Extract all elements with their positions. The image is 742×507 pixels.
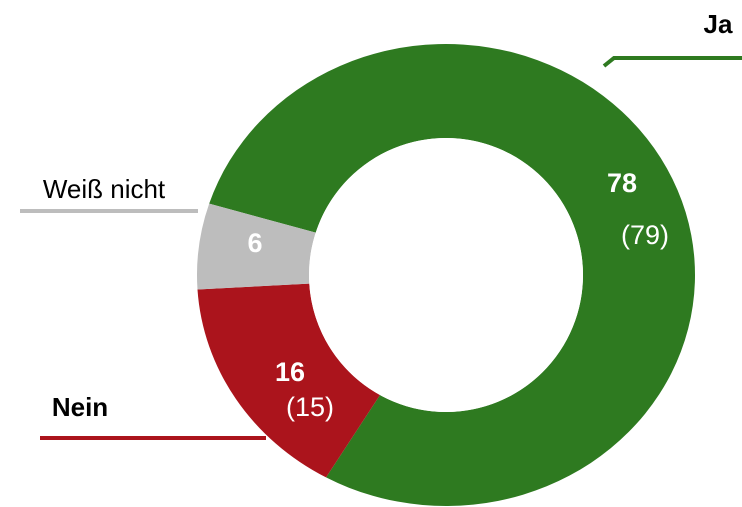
previous-value-label: (79)	[621, 220, 669, 250]
category-label: Weiß nicht	[43, 174, 166, 204]
donut-segment	[197, 283, 380, 478]
category-label: Nein	[52, 392, 108, 422]
donut-hole	[309, 138, 583, 412]
value-label: 16	[275, 357, 305, 387]
donut-segment	[197, 203, 316, 290]
leader-line	[602, 56, 742, 68]
previous-value-label: (15)	[286, 392, 334, 422]
value-label: 6	[247, 228, 262, 258]
value-label: 78	[607, 168, 637, 198]
donut-segment	[209, 44, 695, 507]
category-label: Ja	[704, 9, 733, 39]
